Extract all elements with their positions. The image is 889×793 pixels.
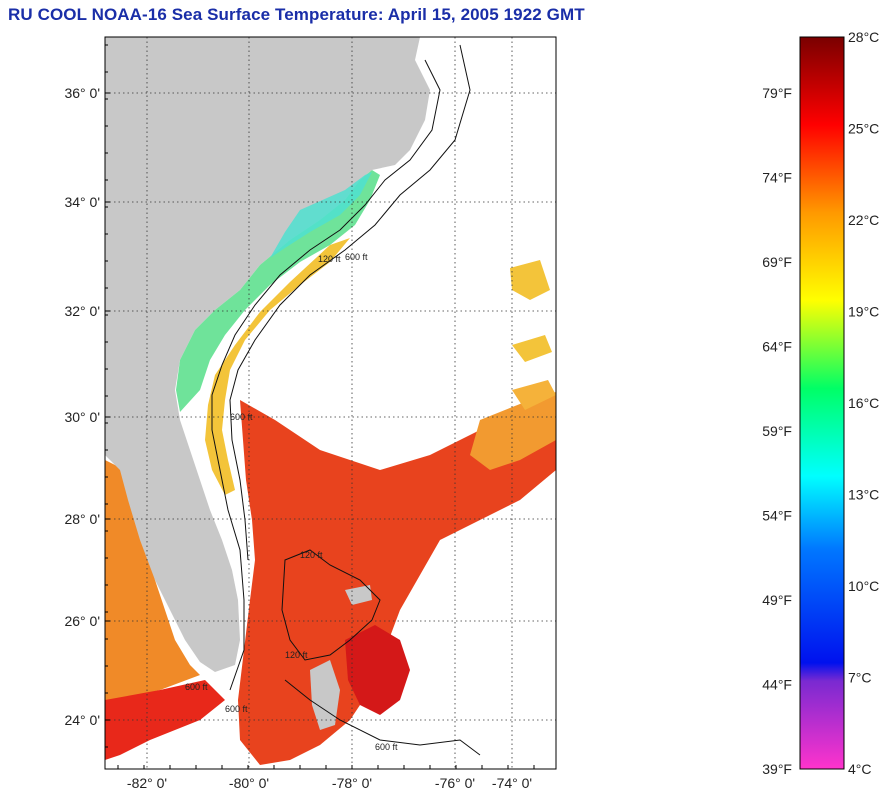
map-frame <box>104 36 557 770</box>
colorbar-fahrenheit-label: 69°F <box>762 254 792 270</box>
longitude-tick-label: -80° 0' <box>229 775 269 791</box>
colorbar-celsius-label: 16°C <box>848 395 879 411</box>
land-mass <box>105 37 430 672</box>
offshore-yellow-patch <box>510 260 550 300</box>
colorbar-celsius-label: 25°C <box>848 121 879 137</box>
contour-label: 600 ft <box>345 252 368 262</box>
colorbar-celsius-label: 22°C <box>848 212 879 228</box>
grid-lines <box>105 37 556 769</box>
latitude-axis: 36° 0' 34° 0' 32° 0' 30° 0' 28° 0' 26° 0' 24° … <box>64 44 110 748</box>
colorbar-celsius-label: 13°C <box>848 487 879 503</box>
longitude-tick-label: -82° 0' <box>127 775 167 791</box>
colorbar-celsius-label: 7°C <box>848 670 872 686</box>
colorbar-celsius-label: 19°C <box>848 304 879 320</box>
offshore-yellow-patch-2 <box>512 335 552 362</box>
colorbar-fahrenheit-label: 49°F <box>762 592 792 608</box>
colorbar-fahrenheit-label: 64°F <box>762 339 792 355</box>
colorbar-labels: 28°C 25°C 22°C 19°C 16°C 13°C 10°C 7°C 4°C 79°F 74… <box>762 29 879 777</box>
contour-label: 600 ft <box>185 682 208 692</box>
latitude-tick-label: 24° 0' <box>64 712 100 728</box>
colorbar <box>799 36 845 770</box>
latitude-tick-label: 32° 0' <box>64 303 100 319</box>
longitude-tick-label: -76° 0' <box>435 775 475 791</box>
gulf-warm-water <box>105 460 200 705</box>
latitude-tick-label: 28° 0' <box>64 511 100 527</box>
contour-600ft <box>229 44 471 561</box>
colorbar-fahrenheit-label: 44°F <box>762 677 792 693</box>
latitude-tick-label: 30° 0' <box>64 409 100 425</box>
map-title: RU COOL NOAA-16 Sea Surface Temperature:… <box>8 5 585 24</box>
colorbar-fahrenheit-label: 59°F <box>762 423 792 439</box>
colorbar-fahrenheit-label: 74°F <box>762 170 792 186</box>
contour-label: 600 ft <box>225 704 248 714</box>
bahamas-island <box>310 660 340 730</box>
offshore-orange-patch-2 <box>512 380 556 410</box>
colorbar-fahrenheit-label: 39°F <box>762 761 792 777</box>
colorbar-celsius-label: 10°C <box>848 578 879 594</box>
contour-label: 600 ft <box>375 742 398 752</box>
coastal-cool-water <box>176 170 380 412</box>
latitude-tick-label: 34° 0' <box>64 194 100 210</box>
longitude-tick-label: -78° 0' <box>332 775 372 791</box>
contour-bahamas-2 <box>284 679 481 756</box>
contour-bahamas <box>281 549 381 661</box>
colorbar-celsius-label: 28°C <box>848 29 879 45</box>
contour-label: 120 ft <box>285 650 308 660</box>
contour-label: 120 ft <box>318 254 341 264</box>
contour-label: 120 ft <box>300 550 323 560</box>
colorbar-fahrenheit-label: 54°F <box>762 508 792 524</box>
colorbar-celsius-label: 4°C <box>848 761 872 777</box>
longitude-axis: -82° 0' -80° 0' -78° 0' -76° 0' -74° 0' <box>117 765 535 791</box>
offshore-orange-patch <box>470 392 556 470</box>
latitude-tick-label: 26° 0' <box>64 613 100 629</box>
colorbar-fahrenheit-label: 79°F <box>762 85 792 101</box>
contour-120ft <box>211 59 441 691</box>
longitude-tick-label: -74° 0' <box>492 775 532 791</box>
coastal-aqua-water <box>270 172 372 258</box>
latitude-tick-label: 36° 0' <box>64 85 100 101</box>
contour-label: 600 ft <box>230 412 253 422</box>
bahamas-warm-water <box>345 625 410 715</box>
